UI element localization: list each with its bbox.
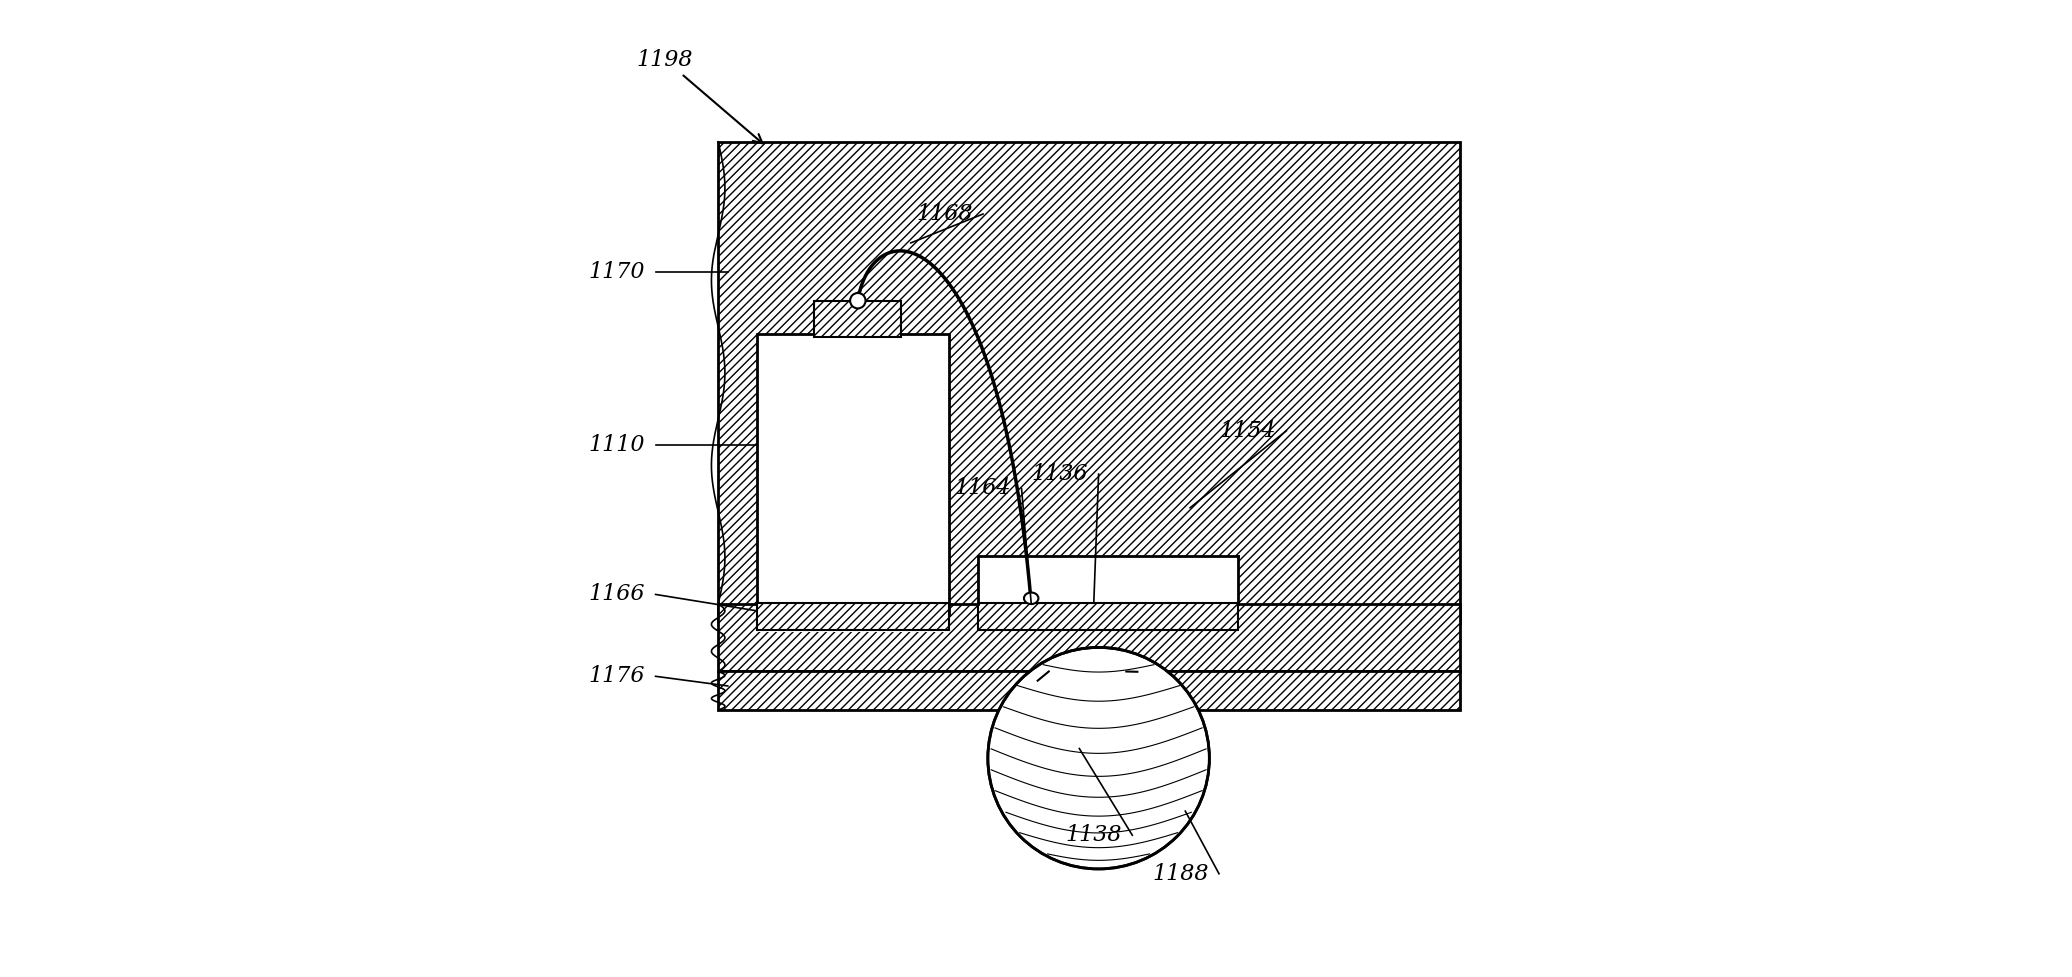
Text: 1110: 1110 [588, 434, 644, 456]
Text: 1138: 1138 [1065, 825, 1123, 846]
Bar [756, 334, 949, 614]
Bar [756, 334, 949, 614]
Bar [756, 603, 949, 630]
Text: 1188: 1188 [1152, 863, 1208, 885]
Text: 1166: 1166 [588, 583, 644, 606]
Bar [978, 603, 1239, 630]
Bar [814, 301, 901, 337]
Text: 1136: 1136 [1032, 463, 1088, 485]
Circle shape [850, 293, 866, 309]
Ellipse shape [1024, 592, 1038, 604]
Text: 1170: 1170 [588, 261, 644, 282]
Text: 1176: 1176 [588, 665, 644, 687]
Circle shape [988, 648, 1210, 869]
Text: 1198: 1198 [636, 49, 762, 144]
Text: 1164: 1164 [955, 478, 1011, 499]
Bar [719, 671, 1461, 710]
Text: 1154: 1154 [1220, 420, 1276, 442]
Bar [719, 142, 1461, 623]
Bar [756, 593, 951, 632]
Text: 1168: 1168 [916, 203, 972, 225]
Bar [978, 556, 1239, 609]
Bar [719, 604, 1461, 671]
